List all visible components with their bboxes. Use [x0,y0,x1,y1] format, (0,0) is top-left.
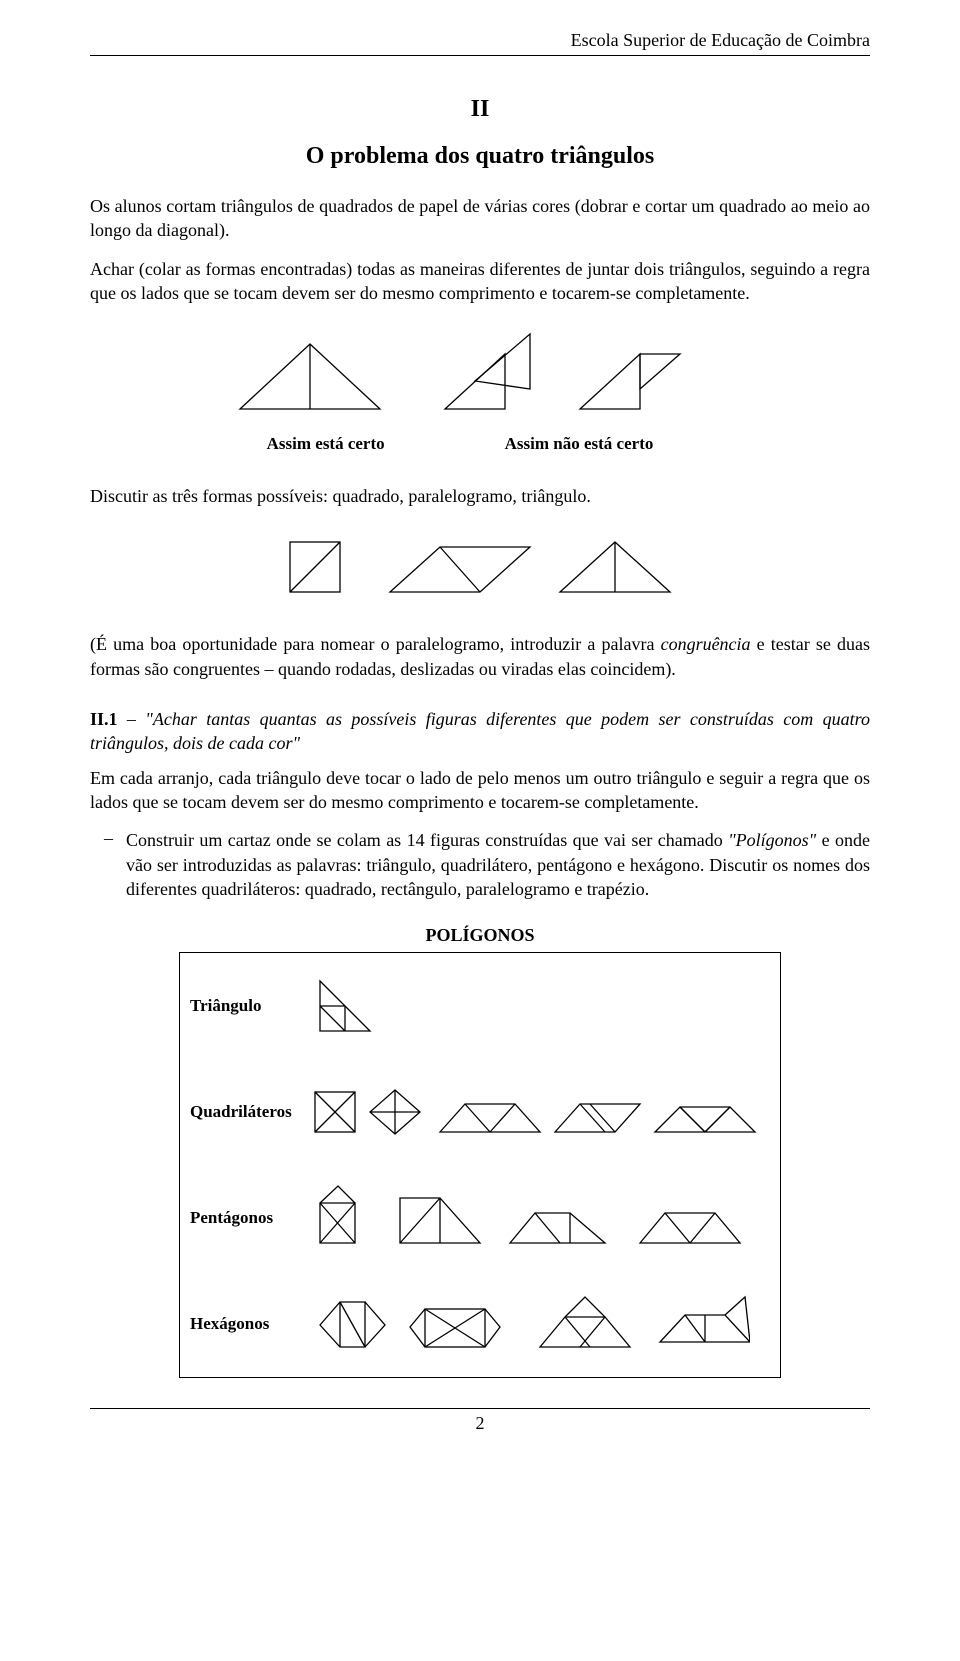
figure-captions: Assim está certo Assim não está certo [90,434,870,454]
item-label: II.1 [90,709,118,729]
item-II1: II.1 – "Achar tantas quantas as possívei… [90,707,870,756]
polygons-table: Triângulo Quadriláteros [179,952,781,1378]
section-title: O problema dos quatro triângulos [90,143,870,170]
section-roman: II [90,96,870,123]
figure-three-shapes [90,532,870,602]
bullet-item: Construir um cartaz onde se colam as 14 … [90,828,870,901]
caption-correct: Assim está certo [267,434,385,454]
polygons-title: POLÍGONOS [90,925,870,946]
caption-wrong: Assim não está certo [505,434,654,454]
paragraph-3: Discutir as três formas possíveis: quadr… [90,484,870,508]
row-triangle: Triângulo [180,953,780,1059]
row-hexagons: Hexágonos [180,1271,780,1377]
item-sep: – [118,709,146,729]
label-hexagons: Hexágonos [190,1314,310,1334]
label-triangle: Triângulo [190,996,310,1016]
bullet-a: Construir um cartaz onde se colam as 14 … [126,830,728,850]
paragraph-2: Achar (colar as formas encontradas) toda… [90,257,870,306]
figure-examples [90,329,870,424]
page-number: 2 [90,1408,870,1434]
bullet-poly: "Polígonos" [728,830,816,850]
para4-term: congruência [661,634,751,654]
item-quote: "Achar tantas quantas as possíveis figur… [90,709,870,753]
row-quadrilaterals: Quadriláteros [180,1059,780,1165]
paragraph-4: (É uma boa oportunidade para nomear o pa… [90,632,870,681]
paragraph-5: Em cada arranjo, cada triângulo deve toc… [90,766,870,815]
row-pentagons: Pentágonos [180,1165,780,1271]
label-quadrilaterals: Quadriláteros [190,1102,310,1122]
header-institution: Escola Superior de Educação de Coimbra [90,30,870,56]
para4-a: (É uma boa oportunidade para nomear o pa… [90,634,661,654]
label-pentagons: Pentágonos [190,1208,310,1228]
paragraph-1: Os alunos cortam triângulos de quadrados… [90,194,870,243]
